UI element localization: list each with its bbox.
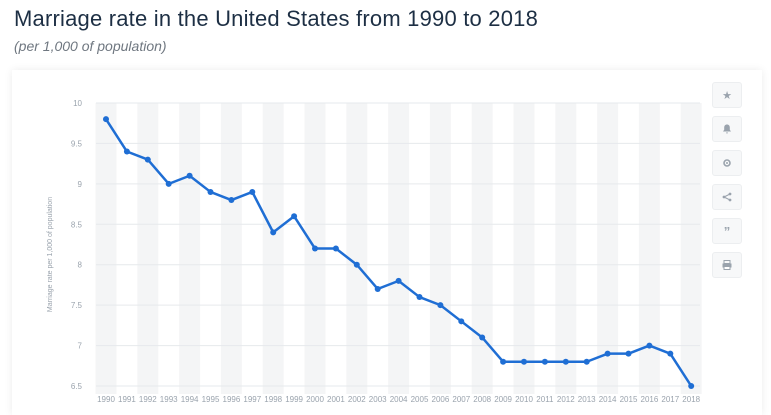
- x-tick-label: 2000: [306, 395, 324, 404]
- cite-button[interactable]: ”: [712, 218, 742, 244]
- y-tick-label: 7: [78, 342, 83, 351]
- data-point[interactable]: [625, 350, 632, 357]
- data-point[interactable]: [207, 188, 214, 195]
- data-point[interactable]: [332, 245, 339, 252]
- x-tick-label: 1990: [97, 395, 115, 404]
- x-tick-label: 2006: [432, 395, 450, 404]
- quote-icon: ”: [723, 223, 731, 239]
- x-tick-label: 2009: [494, 395, 512, 404]
- column-band: [346, 103, 368, 394]
- data-point[interactable]: [479, 334, 486, 341]
- data-point[interactable]: [144, 156, 151, 163]
- data-point[interactable]: [353, 261, 360, 268]
- x-tick-label: 2017: [661, 395, 679, 404]
- data-point[interactable]: [500, 358, 507, 365]
- data-point[interactable]: [249, 188, 256, 195]
- column-band: [220, 103, 242, 394]
- column-band: [471, 103, 493, 394]
- x-tick-label: 2014: [599, 395, 617, 404]
- x-tick-label: 1999: [285, 395, 303, 404]
- y-tick-label: 9.5: [71, 139, 83, 148]
- data-point[interactable]: [437, 302, 444, 309]
- data-point[interactable]: [458, 318, 465, 325]
- column-band: [262, 103, 284, 394]
- x-tick-label: 1995: [202, 395, 220, 404]
- y-tick-label: 7.5: [71, 301, 83, 310]
- data-point[interactable]: [374, 285, 381, 292]
- column-band: [137, 103, 159, 394]
- data-point[interactable]: [395, 277, 402, 284]
- data-point[interactable]: [291, 213, 298, 220]
- share-button[interactable]: [712, 184, 742, 210]
- x-tick-label: 2003: [369, 395, 387, 404]
- x-tick-label: 2015: [620, 395, 638, 404]
- y-tick-label: 8.5: [71, 220, 83, 229]
- column-band: [429, 103, 451, 394]
- x-tick-label: 1991: [118, 395, 136, 404]
- x-tick-label: 1998: [264, 395, 282, 404]
- y-tick-label: 8: [78, 261, 83, 270]
- data-point[interactable]: [165, 180, 172, 187]
- y-tick-label: 9: [78, 180, 83, 189]
- column-band: [95, 103, 117, 394]
- x-tick-label: 2004: [390, 395, 408, 404]
- data-point[interactable]: [123, 148, 130, 155]
- favorite-button[interactable]: ★: [712, 82, 742, 108]
- x-tick-label: 2005: [411, 395, 429, 404]
- data-point[interactable]: [667, 350, 674, 357]
- data-point[interactable]: [228, 197, 235, 204]
- data-point[interactable]: [103, 116, 109, 123]
- x-tick-label: 2013: [578, 395, 596, 404]
- data-point[interactable]: [541, 358, 548, 365]
- data-point[interactable]: [562, 358, 569, 365]
- settings-button[interactable]: [712, 150, 742, 176]
- data-point[interactable]: [186, 172, 193, 179]
- chart-subtitle: (per 1,000 of population): [14, 38, 167, 54]
- y-tick-label: 6.5: [71, 382, 83, 391]
- star-icon: ★: [722, 89, 732, 102]
- x-tick-label: 2001: [327, 395, 345, 404]
- settings-icon: [723, 159, 731, 167]
- y-axis-label: Marriage rate per 1,000 of population: [47, 197, 54, 312]
- x-tick-label: 1996: [223, 395, 241, 404]
- x-tick-label: 2007: [452, 395, 470, 404]
- data-point[interactable]: [312, 245, 318, 252]
- data-point[interactable]: [270, 229, 277, 236]
- x-tick-label: 2008: [473, 395, 491, 404]
- data-point[interactable]: [583, 358, 590, 365]
- print-icon: [722, 260, 732, 270]
- chart-card: [12, 70, 762, 415]
- data-point[interactable]: [646, 342, 653, 349]
- x-tick-label: 2012: [557, 395, 575, 404]
- x-tick-label: 2018: [682, 395, 700, 404]
- x-tick-label: 1997: [243, 395, 261, 404]
- data-point[interactable]: [521, 358, 527, 365]
- chart-title: Marriage rate in the United States from …: [14, 6, 539, 31]
- x-tick-label: 2002: [348, 395, 366, 404]
- column-band: [638, 103, 660, 394]
- column-band: [555, 103, 577, 394]
- x-tick-label: 2010: [515, 395, 533, 404]
- column-band: [179, 103, 201, 394]
- x-tick-label: 1994: [181, 395, 199, 404]
- share-icon: [722, 192, 732, 202]
- column-band: [597, 103, 619, 394]
- bell-icon: [723, 124, 731, 134]
- notification-button[interactable]: [712, 116, 742, 142]
- chart-toolbar: ★ ”: [712, 82, 744, 286]
- data-point[interactable]: [688, 383, 695, 389]
- x-tick-label: 2016: [641, 395, 659, 404]
- x-tick-label: 1993: [160, 395, 178, 404]
- print-button[interactable]: [712, 252, 742, 278]
- x-tick-label: 1992: [139, 395, 157, 404]
- column-band: [680, 103, 702, 394]
- column-band: [388, 103, 410, 394]
- x-tick-label: 2011: [536, 395, 554, 404]
- data-point[interactable]: [604, 350, 611, 357]
- data-point[interactable]: [416, 294, 423, 301]
- y-tick-label: 10: [73, 99, 82, 108]
- column-band: [513, 103, 535, 394]
